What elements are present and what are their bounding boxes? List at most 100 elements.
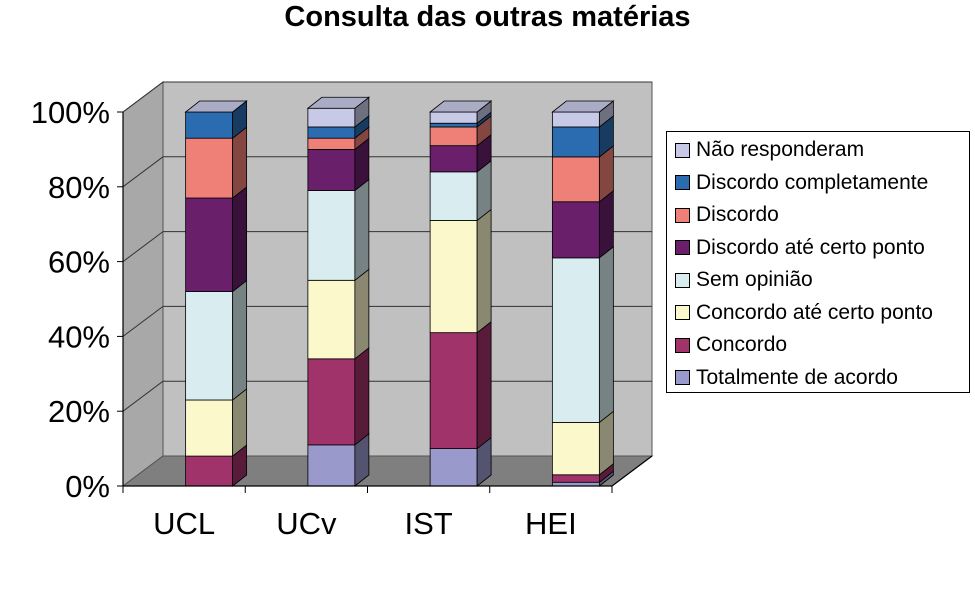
- bar-segment-front: [307, 137, 356, 150]
- bar-top: [184, 100, 248, 113]
- bar-segment-front: [429, 122, 478, 128]
- bar-segment: [551, 145, 614, 203]
- bar-segment: [551, 100, 614, 128]
- bar-segment: [429, 133, 492, 173]
- bar-top: [306, 96, 371, 109]
- bar-segment-front: [185, 455, 234, 487]
- bar-segment-front: [429, 220, 478, 334]
- bar-segment-side: [232, 388, 248, 457]
- bar-segment-side: [598, 246, 614, 424]
- bar-segment: [185, 444, 248, 487]
- legend-swatch: [675, 207, 690, 223]
- bar-segment-front: [185, 197, 234, 292]
- y-tick-label: 0%: [65, 469, 110, 504]
- legend-item: Totalmente de acordo: [675, 365, 898, 391]
- legend-swatch: [675, 305, 690, 320]
- gridline-side: [122, 156, 164, 188]
- legend-label: Concordo: [696, 333, 788, 356]
- bar-segment-front: [307, 444, 356, 487]
- legend-label: Concordo até certo ponto: [696, 300, 933, 324]
- bar-segment-front: [429, 126, 478, 147]
- bar-segment-front: [185, 399, 234, 457]
- legend-item: Discordo até certo ponto: [675, 235, 925, 261]
- y-tick-label: 40%: [48, 319, 110, 354]
- bar-segment-front: [307, 358, 356, 446]
- bar-segment-front: [185, 291, 234, 401]
- gridline-side: [122, 305, 164, 337]
- legend-label: Discordo: [696, 203, 779, 226]
- bar-segment-front: [551, 422, 600, 476]
- bar-segment-front: [551, 257, 600, 423]
- legend-swatch: [675, 240, 690, 255]
- bar-segment-side: [232, 279, 248, 401]
- side-wall: [122, 81, 164, 487]
- bar-segment: [551, 189, 614, 259]
- x-tick-label: UCL: [153, 506, 215, 541]
- legend-swatch: [675, 272, 690, 288]
- bar-segment-front: [551, 126, 600, 158]
- x-tick-label: IST: [405, 506, 453, 541]
- bar-segment: [185, 279, 248, 401]
- bar-segment-front: [307, 126, 356, 139]
- bar-segment-side: [232, 126, 248, 199]
- legend-item: Concordo até certo ponto: [675, 300, 933, 326]
- bar-segment: [307, 178, 370, 282]
- bar-segment: [307, 96, 370, 128]
- legend-label: Totalmente de acordo: [696, 365, 898, 389]
- bar-segment: [551, 410, 614, 476]
- bar-segment-front: [307, 107, 356, 128]
- bar-segment-side: [476, 320, 492, 450]
- bar-segment-front: [429, 171, 478, 221]
- gridline-side: [122, 380, 164, 412]
- legend-label: Discordo completamente: [696, 170, 929, 194]
- legend-swatch: [675, 370, 690, 385]
- bar-segment-front: [429, 145, 478, 173]
- bar-segment-front: [307, 148, 356, 191]
- bar-segment: [429, 160, 492, 222]
- bar-segment: [551, 246, 614, 424]
- floor-edge: [611, 455, 653, 487]
- bar-segment-front: [185, 111, 234, 139]
- legend-swatch: [675, 337, 690, 353]
- legend-label: Não responderam: [696, 138, 865, 161]
- bar-segment: [185, 186, 248, 293]
- x-tick-label: UCv: [276, 506, 337, 541]
- bar-segment-side: [354, 178, 370, 282]
- bar-segment-front: [429, 448, 478, 487]
- bar-segment-side: [598, 189, 614, 259]
- chart-bars: [184, 96, 615, 487]
- chart-title: Consulta das outras matérias: [284, 1, 691, 33]
- bar-segment: [185, 126, 248, 199]
- bar-segment: [307, 347, 370, 446]
- bar-segment-side: [232, 186, 248, 293]
- bar-segment-front: [551, 156, 600, 203]
- legend-swatch: [675, 142, 690, 158]
- legend-item: Discordo: [675, 202, 779, 228]
- bar-segment: [307, 137, 370, 192]
- y-tick-label: 60%: [48, 245, 110, 280]
- bar-segment-side: [354, 347, 370, 446]
- bar-segment-front: [185, 137, 234, 199]
- bar-segment-front: [551, 111, 600, 128]
- legend-item: Concordo: [675, 332, 787, 358]
- bar-segment-front: [307, 279, 356, 360]
- bar-segment: [429, 115, 492, 147]
- bar-segment-side: [354, 268, 370, 360]
- bar-top: [428, 100, 493, 113]
- legend-item: Sem opinião: [675, 267, 813, 293]
- bar-segment: [429, 320, 492, 450]
- x-tick-label: HEI: [525, 506, 577, 541]
- legend-item: Discordo completamente: [675, 170, 928, 196]
- chart-axes: 0% 20% 40% 60% 80% 100% UCL UCv IST HEI: [31, 95, 653, 541]
- legend-item: Não responderam: [675, 137, 864, 163]
- bar-segment: [307, 268, 370, 360]
- legend-label: Discordo até certo ponto: [696, 235, 925, 259]
- bar-segment-front: [307, 190, 356, 281]
- bar-segment: [185, 100, 248, 140]
- legend: Não responderam Discordo completamente Dis…: [666, 131, 970, 393]
- y-tick-label: 20%: [48, 394, 110, 429]
- y-tick-label: 80%: [48, 170, 110, 205]
- bar-segment: [429, 208, 492, 334]
- bar-segment-front: [429, 332, 478, 450]
